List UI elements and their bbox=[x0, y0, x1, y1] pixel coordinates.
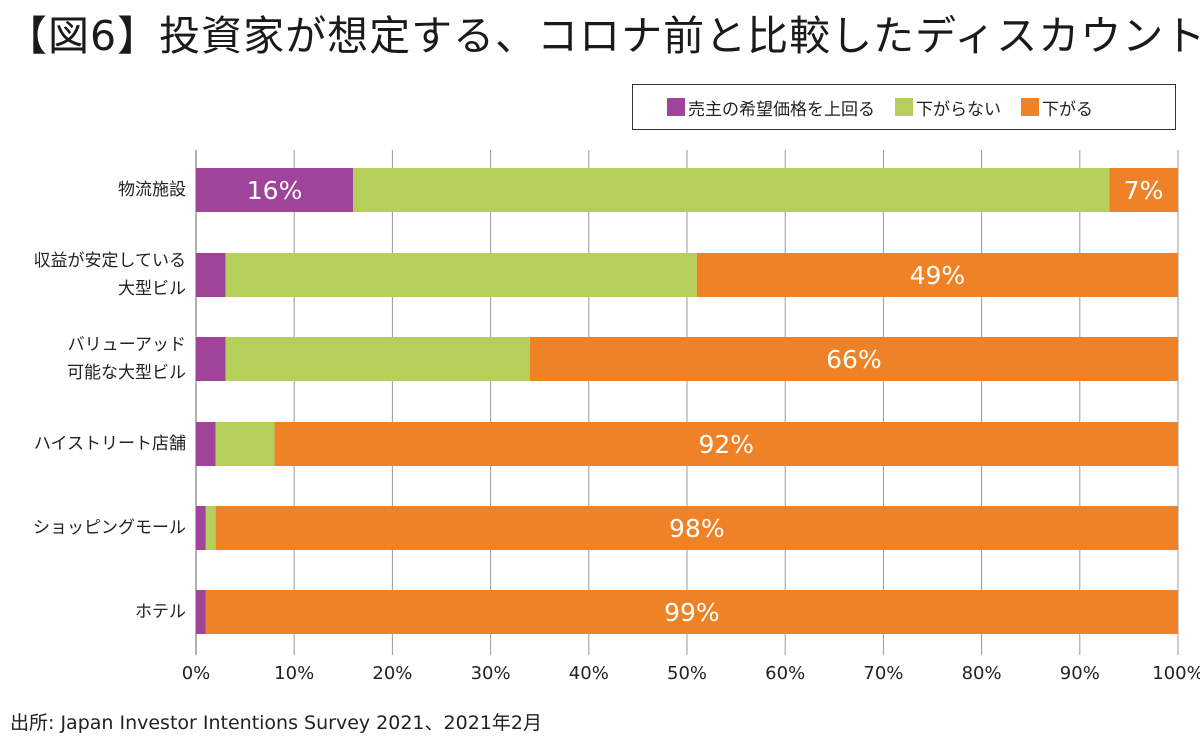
legend-swatch bbox=[667, 98, 685, 116]
bar-segment-above bbox=[196, 337, 226, 381]
source-note: 出所: Japan Investor Intentions Survey 202… bbox=[10, 712, 542, 734]
legend-item-same: 下がらない bbox=[895, 95, 1001, 120]
legend-item-above: 売主の希望価格を上回る bbox=[667, 95, 875, 120]
x-tick-label: 90% bbox=[1059, 663, 1100, 684]
x-tick-label: 60% bbox=[765, 663, 806, 684]
legend-label: 下がる bbox=[1042, 99, 1093, 120]
bar-segment-same bbox=[205, 506, 216, 550]
bar-segment-same bbox=[353, 168, 1110, 212]
data-label: 98% bbox=[669, 514, 725, 543]
x-tick-label: 0% bbox=[181, 663, 211, 684]
legend-swatch bbox=[895, 98, 913, 116]
legend-swatch bbox=[1021, 98, 1039, 116]
x-tick-label: 50% bbox=[666, 663, 708, 684]
bar-segment-down bbox=[274, 422, 1178, 466]
bar-segment-above bbox=[196, 590, 206, 634]
bar-segment-down bbox=[1109, 168, 1178, 212]
data-label: 92% bbox=[698, 430, 754, 459]
legend-label: 下がらない bbox=[916, 99, 1001, 120]
data-label: 7% bbox=[1124, 176, 1164, 205]
x-tick-label: 40% bbox=[568, 663, 609, 684]
x-tick-label: 10% bbox=[274, 663, 315, 684]
bar-segment-down bbox=[205, 590, 1178, 634]
category-label: ショッピングモール bbox=[33, 514, 186, 542]
bar-segment-above bbox=[196, 168, 354, 212]
x-tick-label: 30% bbox=[470, 663, 511, 684]
x-tick-label: 80% bbox=[961, 663, 1002, 684]
category-label-line: 可能な大型ビル bbox=[67, 363, 186, 383]
bar-segment-same bbox=[225, 253, 697, 297]
chart-legend: 売主の希望価格を上回る 下がらない 下がる bbox=[632, 84, 1176, 130]
category-label: ハイストリート店舗 bbox=[34, 430, 186, 458]
category-label: ホテル bbox=[135, 598, 186, 626]
x-tick-label: 70% bbox=[863, 663, 904, 684]
category-label-line: 物流施設 bbox=[118, 180, 186, 200]
bar-segment-above bbox=[196, 253, 226, 297]
bar-segment-down bbox=[696, 253, 1178, 297]
data-label: 16% bbox=[247, 176, 303, 205]
bar-segment-above bbox=[196, 506, 206, 550]
data-label: 99% bbox=[664, 598, 720, 627]
x-tick-label: 100% bbox=[1152, 663, 1200, 684]
category-label: 収益が安定している大型ビル bbox=[34, 247, 187, 303]
category-label-line: バリューアッド bbox=[67, 335, 186, 355]
data-label: 66% bbox=[826, 345, 882, 374]
bar-segment-down bbox=[215, 506, 1178, 550]
legend-label: 売主の希望価格を上回る bbox=[688, 99, 875, 120]
category-label-line: ショッピングモール bbox=[33, 518, 186, 538]
category-label: 物流施設 bbox=[118, 176, 186, 204]
bar-segment-down bbox=[529, 337, 1178, 381]
x-tick-label: 20% bbox=[372, 663, 413, 684]
chart-title: 【図6】投資家が想定する、コロナ前と比較したディスカウント bbox=[6, 12, 1200, 60]
bar-segment-same bbox=[225, 337, 530, 381]
data-label: 49% bbox=[910, 261, 966, 290]
legend-item-down: 下がる bbox=[1021, 95, 1093, 120]
category-label-line: ホテル bbox=[135, 602, 186, 622]
bar-segment-above bbox=[196, 422, 216, 466]
category-label-line: 大型ビル bbox=[118, 279, 186, 299]
category-label-line: 収益が安定している bbox=[33, 251, 187, 271]
category-label: バリューアッド 可能な大型ビル bbox=[67, 331, 186, 387]
bar-segment-same bbox=[215, 422, 275, 466]
category-label-line: ハイストリート店舗 bbox=[33, 434, 186, 454]
